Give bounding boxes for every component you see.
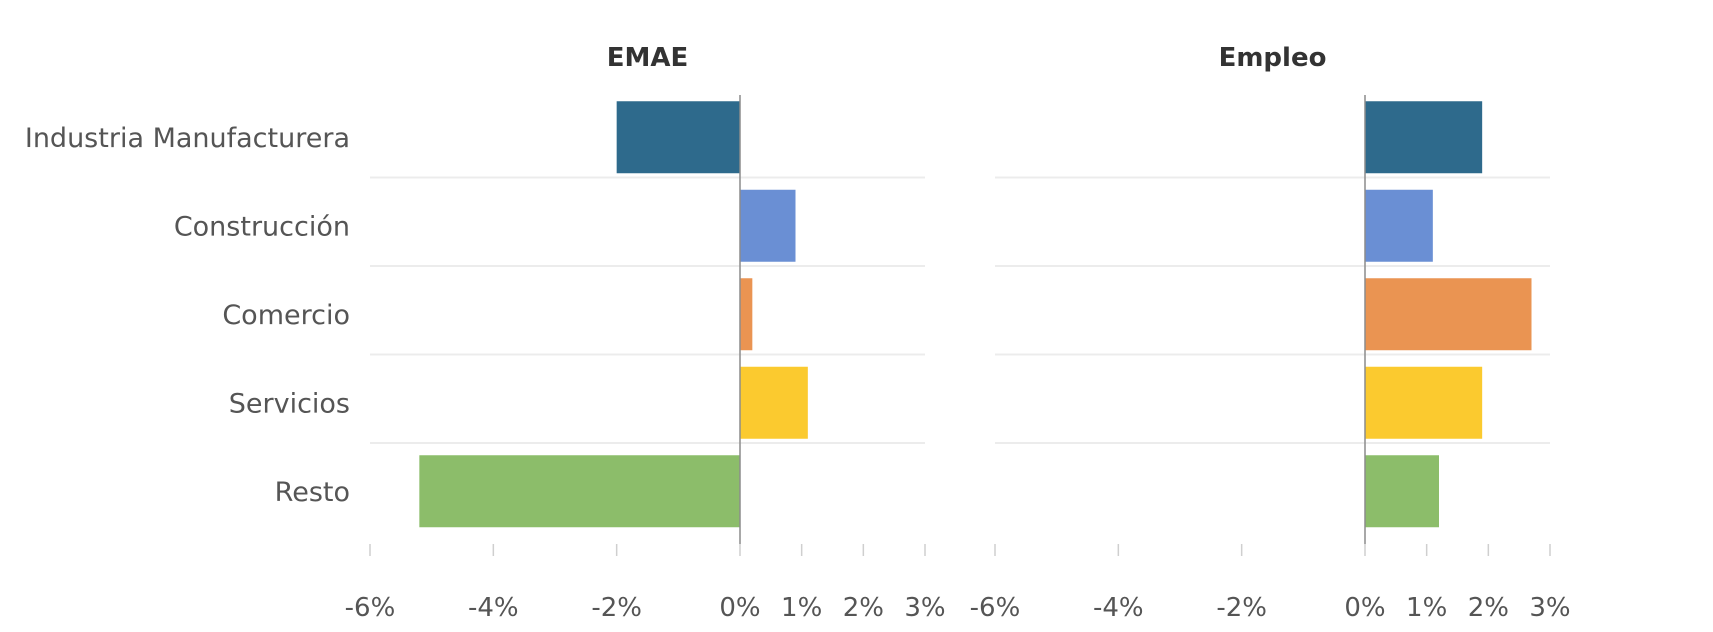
bar (740, 366, 808, 439)
bar (1365, 101, 1483, 174)
x-tick-label: -4% (1093, 593, 1144, 623)
category-label: Comercio (222, 300, 350, 331)
category-label: Resto (275, 477, 350, 508)
x-tick-label: -4% (468, 593, 519, 623)
x-tick-label: 2% (1468, 593, 1509, 623)
x-tick-label: 0% (1344, 593, 1385, 623)
x-tick-label: -2% (1216, 593, 1267, 623)
bar (1365, 455, 1439, 528)
x-tick-label: 1% (1406, 593, 1447, 623)
x-tick-label: 3% (1529, 593, 1570, 623)
bar (419, 455, 740, 528)
bar (616, 101, 740, 174)
category-label: Construcción (174, 211, 350, 242)
x-tick-label: -6% (345, 593, 396, 623)
bar (740, 278, 753, 351)
x-tick-label: 2% (843, 593, 884, 623)
bar (740, 189, 796, 262)
x-tick-label: -6% (970, 593, 1021, 623)
panel-title: Empleo (1219, 43, 1327, 73)
category-label: Industria Manufacturera (25, 123, 350, 154)
bar (1365, 366, 1483, 439)
bar (1365, 189, 1433, 262)
x-tick-label: -2% (591, 593, 642, 623)
category-label: Servicios (229, 388, 350, 419)
x-tick-label: 3% (904, 593, 945, 623)
bar (1365, 278, 1532, 351)
x-tick-label: 0% (719, 593, 760, 623)
panel-title: EMAE (607, 43, 689, 73)
x-tick-label: 1% (781, 593, 822, 623)
